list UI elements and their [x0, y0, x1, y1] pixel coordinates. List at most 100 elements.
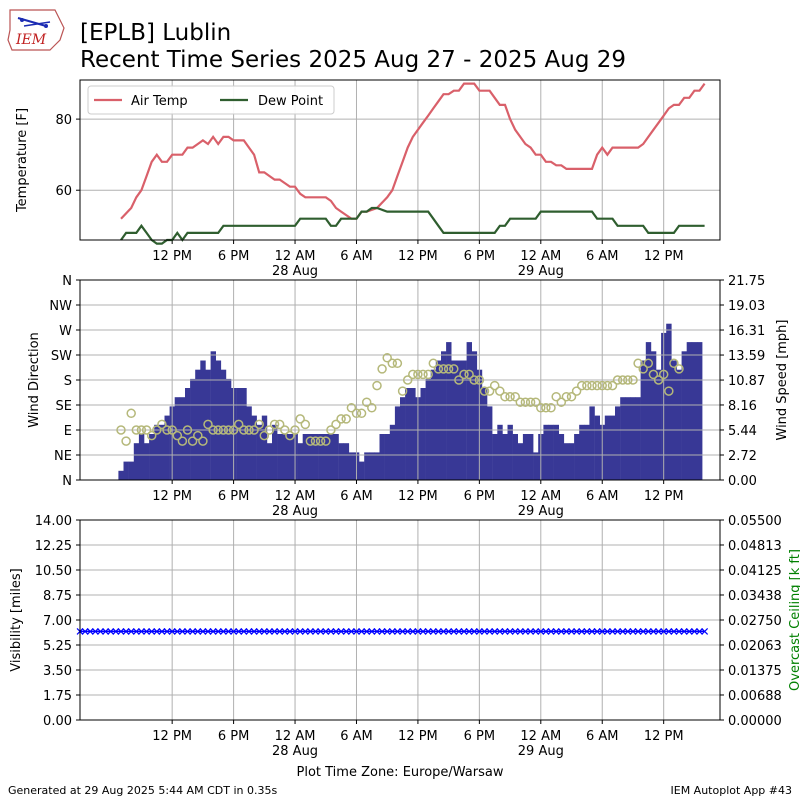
- visibility-point: [660, 628, 668, 635]
- wind-speed-bar: [492, 434, 498, 480]
- visibility-point: [204, 628, 212, 635]
- visibility-point: [235, 628, 243, 635]
- wind-direction-point: [300, 419, 311, 430]
- wind-speed-bar: [154, 424, 160, 480]
- x-tick-label-vis: 12 AM: [520, 729, 561, 744]
- wind-speed-bar: [384, 434, 390, 480]
- visibility-point: [614, 628, 622, 635]
- y-tick-label-visibility: 12.25: [35, 539, 72, 554]
- wind-speed-bar: [138, 434, 145, 480]
- temp-y-axis-label: Temperature [F]: [15, 108, 30, 213]
- y-tick-label-wind-dir: N: [62, 274, 72, 289]
- visibility-point: [255, 628, 263, 635]
- vis-frame: [79, 519, 721, 721]
- visibility-point: [511, 628, 519, 635]
- wind-direction-point: [254, 419, 264, 430]
- wind-direction-point: [643, 358, 654, 369]
- visibility-point: [680, 628, 688, 635]
- wind-direction-point: [167, 425, 177, 435]
- timezone-label: Plot Time Zone: Europe/Warsaw: [297, 765, 504, 780]
- visibility-point: [209, 628, 217, 635]
- wind-direction-point: [269, 419, 280, 430]
- wind-direction-point: [233, 419, 244, 430]
- wind-direction-point: [321, 436, 331, 446]
- temp-frame: [79, 79, 721, 241]
- wind-direction-point: [361, 397, 372, 407]
- wind-direction-point: [674, 364, 684, 374]
- wind-speed-bar: [405, 388, 411, 480]
- visibility-point: [573, 628, 581, 635]
- wind-direction-point: [433, 364, 444, 374]
- visibility-point: [138, 628, 145, 635]
- wind-direction-point: [157, 419, 167, 430]
- wind-speed-bar: [272, 424, 278, 480]
- wind-direction-point: [459, 369, 469, 380]
- wind-speed-bar: [466, 342, 472, 480]
- visibility-point: [276, 628, 284, 635]
- x-tick-label-wind: 6 AM: [586, 489, 619, 504]
- wind-speed-bar: [410, 388, 416, 480]
- wind-dir-y-axis-label: Wind Direction: [27, 332, 42, 428]
- wind-speed-bar: [671, 360, 677, 480]
- wind-direction-point: [310, 436, 321, 446]
- wind-direction-point: [428, 358, 439, 369]
- visibility-point: [117, 628, 125, 635]
- wind-direction-point: [402, 375, 413, 385]
- wind-direction-point: [264, 425, 275, 435]
- y-tick-label-ceiling: 0.00688: [728, 689, 782, 704]
- wind-speed-bar: [681, 351, 687, 480]
- x-tick-label-vis: 6 PM: [464, 729, 495, 744]
- wind-direction-point: [617, 375, 628, 385]
- wind-direction-point: [131, 425, 142, 435]
- y-tick-label-visibility: 8.75: [43, 589, 72, 604]
- wind-speed-bar: [225, 378, 232, 480]
- wind-direction-point: [664, 386, 674, 396]
- visibility-point: [701, 628, 709, 635]
- visibility-point: [644, 628, 652, 635]
- wind-speed-bar: [579, 424, 585, 480]
- wind-direction-point: [182, 425, 193, 435]
- wind-direction-point: [638, 364, 648, 374]
- wind-direction-point: [551, 391, 561, 402]
- visibility-point: [86, 628, 94, 635]
- wind-direction-point: [520, 397, 531, 407]
- y-tick-label-wind-speed: 16.31: [728, 324, 765, 339]
- y-tick-label-visibility: 10.50: [35, 564, 72, 579]
- wind-speed-bar: [246, 406, 252, 480]
- wind-speed-bar: [446, 342, 452, 480]
- y-tick-label-wind-dir: NW: [49, 299, 72, 314]
- wind-direction-point: [228, 425, 239, 435]
- wind-direction-point: [341, 414, 351, 424]
- visibility-point: [199, 628, 207, 635]
- visibility-point: [670, 628, 678, 635]
- wind-speed-bar: [502, 434, 508, 480]
- wind-direction-point: [653, 375, 664, 385]
- wind-direction-point: [489, 380, 500, 391]
- visibility-point: [373, 628, 381, 635]
- wind-direction-point: [571, 386, 582, 396]
- wind-speed-bar: [686, 342, 693, 480]
- wind-speed-bar: [691, 342, 698, 480]
- visibility-point: [322, 628, 330, 635]
- visibility-point: [143, 628, 150, 635]
- y-tick-label-wind-dir: SE: [56, 399, 72, 414]
- wind-direction-point: [172, 430, 183, 441]
- visibility-point: [312, 628, 319, 635]
- visibility-point: [148, 628, 156, 635]
- wind-speed-bar: [277, 434, 283, 480]
- wind-direction-point: [438, 364, 449, 374]
- visibility-point: [301, 628, 309, 635]
- x-tick-label-wind: 6 PM: [464, 489, 495, 504]
- generated-note: Generated at 29 Aug 2025 5:44 AM CDT in …: [8, 784, 277, 797]
- x-tick-label-temp: 6 AM: [586, 249, 619, 264]
- wind-direction-point: [566, 391, 577, 402]
- wind-speed-bar: [528, 434, 534, 480]
- wind-direction-point: [146, 430, 157, 441]
- wind-direction-point: [479, 386, 490, 396]
- wind-speed-bar: [118, 470, 124, 480]
- visibility-point: [184, 628, 191, 635]
- wind-direction-point: [658, 369, 669, 380]
- y-tick-label-ceiling: 0.05500: [728, 514, 782, 529]
- wind-direction-point: [116, 425, 126, 435]
